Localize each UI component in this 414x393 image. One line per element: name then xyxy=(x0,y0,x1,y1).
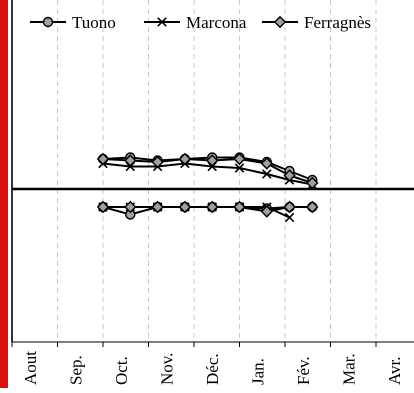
data-point-ferragnes-upper xyxy=(283,169,296,182)
legend-label-marcona: Marcona xyxy=(186,13,247,32)
data-point-ferragnes-upper xyxy=(260,157,273,170)
data-point-ferragnes-lower xyxy=(151,200,164,214)
data-point-marcona-lower xyxy=(284,212,295,223)
data-point-ferragnes-lower xyxy=(306,200,319,214)
x-tick-labels: Aout Sep. Oct. Nov. Déc. Jan. Fév. Mar. Avr. xyxy=(11,342,404,386)
left-accent-bar xyxy=(0,0,8,388)
data-point-ferragnes-lower xyxy=(206,200,219,214)
legend-marker-tuono xyxy=(42,16,54,28)
series-layer xyxy=(96,152,319,223)
data-point-ferragnes-upper xyxy=(206,154,219,167)
legend-item-tuono: Tuono xyxy=(30,13,116,32)
legend-item-ferragnes: Ferragnès xyxy=(262,13,371,32)
data-point-ferragnes-upper xyxy=(233,152,246,166)
data-point-ferragnes-lower xyxy=(178,200,192,214)
legend-marker-ferragnes xyxy=(273,15,287,29)
data-point-marcona-upper xyxy=(234,163,245,173)
data-point-ferragnes-lower xyxy=(283,200,296,214)
vertical-grid xyxy=(57,0,377,342)
x-tick-label-sep: Sep. xyxy=(67,355,86,385)
data-point-ferragnes-upper xyxy=(306,176,319,190)
data-point-marcona-upper xyxy=(262,169,272,179)
x-tick-label-dec: Déc. xyxy=(203,353,222,385)
x-tick-label-nov: Nov. xyxy=(158,353,177,385)
series-ferragnes xyxy=(96,152,319,218)
data-point-ferragnes-lower xyxy=(124,200,137,214)
x-tick-label-fev: Fév. xyxy=(294,356,313,385)
data-point-ferragnes-lower xyxy=(260,205,273,218)
data-point-ferragnes-lower xyxy=(96,200,110,214)
data-point-ferragnes-upper xyxy=(178,152,192,166)
data-point-ferragnes-upper xyxy=(96,152,110,166)
legend-label-tuono: Tuono xyxy=(72,13,116,32)
data-point-ferragnes-upper xyxy=(124,154,137,167)
legend: Tuono Marcona Ferragnès xyxy=(30,13,371,32)
data-point-ferragnes-upper xyxy=(151,155,164,169)
x-tick-label-avr: Avr. xyxy=(385,357,404,386)
x-tick-label-mar: Mar. xyxy=(340,353,359,385)
x-tick-label-aout: Aout xyxy=(21,351,40,385)
legend-label-ferragnes: Ferragnès xyxy=(304,13,371,32)
legend-marker-marcona xyxy=(157,17,167,27)
legend-item-marcona: Marcona xyxy=(144,13,247,32)
data-point-ferragnes-lower xyxy=(233,200,246,214)
x-tick-label-jan: Jan. xyxy=(249,358,268,385)
x-tick-label-oct: Oct. xyxy=(112,356,131,385)
